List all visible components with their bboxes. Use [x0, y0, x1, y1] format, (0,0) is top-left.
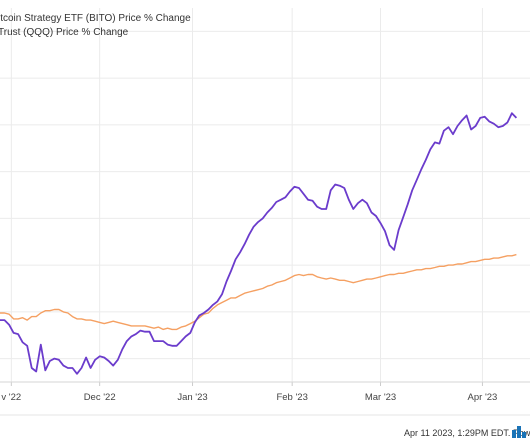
- x-tick-label: v '22: [1, 392, 21, 403]
- chart-grid: [0, 8, 530, 382]
- footer-timestamp: Apr 11 2023, 1:29PM EDT. Powered: [404, 428, 530, 438]
- x-tick-label: Feb '23: [276, 392, 307, 403]
- x-tick-label: Jan '23: [177, 392, 207, 403]
- series-line-qqq: [0, 253, 517, 331]
- brand-mark: [512, 426, 526, 438]
- series-lines: [0, 112, 518, 375]
- series-line-bito: [0, 112, 518, 375]
- brand-bar-mid: [517, 426, 521, 438]
- brand-bar-right: [522, 432, 526, 438]
- legend-qqq: Trust (QQQ) Price % Change: [0, 27, 129, 38]
- legend-bito: itcoin Strategy ETF (BITO) Price % Chang…: [0, 13, 191, 24]
- legend: itcoin Strategy ETF (BITO) Price % Chang…: [0, 13, 191, 38]
- x-tick-label: Apr '23: [468, 392, 498, 403]
- brand-bar-left: [512, 430, 516, 438]
- x-axis: v '22 Dec '22 Jan '23 Feb '23 Mar '23 Apr '23: [0, 381, 530, 403]
- footer: Apr 11 2023, 1:29PM EDT. Powered: [0, 414, 530, 438]
- x-tick-label: Mar '23: [365, 392, 396, 403]
- x-tick-label: Dec '22: [84, 392, 116, 403]
